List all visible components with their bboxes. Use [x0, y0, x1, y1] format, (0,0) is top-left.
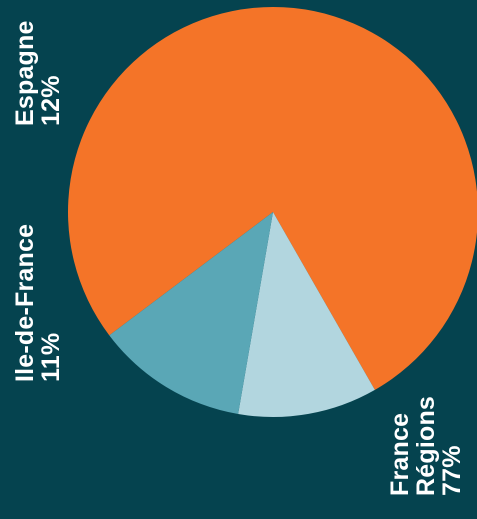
slice-label-ile-de-france-value: 11% [37, 332, 65, 382]
slice-label-ile-de-france: Ile-de-France 11% [11, 223, 65, 382]
pie-slice-ile-de-france [238, 212, 375, 418]
slice-label-ile-de-france-name: Ile-de-France [11, 223, 39, 382]
slice-label-france-regions-value: 77% [438, 445, 466, 496]
pie-slice-espagne [109, 212, 273, 415]
slice-label-france-regions-line1: France [386, 412, 414, 496]
pie-slice-france-r-gions [68, 7, 477, 390]
slice-label-france-regions-line2: Régions [412, 395, 440, 496]
slice-label-espagne-value: 12% [37, 75, 65, 126]
slice-label-espagne-name: Espagne [11, 20, 39, 126]
slice-label-espagne: Espagne 12% [11, 20, 65, 126]
slice-label-france-regions: France Régions 77% [386, 395, 466, 496]
